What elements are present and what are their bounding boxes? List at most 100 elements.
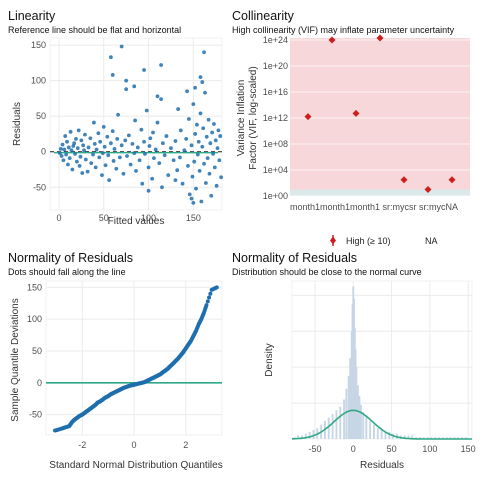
residual-point [103, 163, 108, 168]
legend-high-label: High (≥ 10) [346, 236, 390, 246]
residual-point [77, 164, 82, 168]
residual-point [106, 153, 111, 158]
residual-point [69, 148, 74, 153]
residual-point [217, 158, 222, 163]
legend-na-label: NA [425, 236, 438, 246]
x-tick-label: 100 [422, 444, 437, 454]
y-tick-label: -50 [33, 182, 46, 192]
residual-point [198, 75, 203, 79]
histogram-bar [441, 437, 444, 439]
residual-point [198, 111, 203, 116]
residual-point [189, 143, 194, 148]
residual-point [134, 169, 138, 173]
residual-point [200, 80, 205, 84]
residual-point [81, 143, 86, 148]
residual-point [147, 144, 152, 148]
histogram-bar [464, 437, 467, 439]
histogram-bar [297, 435, 300, 439]
residual-point [219, 175, 224, 180]
residual-point [148, 136, 153, 141]
linearity-ticks: 0 50 100 150 -50 0 50 100 150 [31, 40, 201, 223]
residual-point [216, 128, 221, 133]
residual-point [197, 169, 202, 173]
histogram-bar [384, 431, 387, 439]
linearity-points [57, 44, 224, 205]
residual-point [173, 178, 178, 183]
residual-point [159, 97, 163, 102]
residual-point [124, 87, 129, 92]
y-tick-label: 1e+24 [263, 35, 288, 45]
residual-point [110, 73, 115, 77]
residual-point [146, 165, 151, 170]
residual-point [105, 134, 110, 139]
residual-point [132, 84, 137, 89]
residual-point [193, 132, 198, 136]
residual-point [88, 136, 93, 141]
linearity-ylabel: Residuals [12, 102, 23, 146]
residual-point [100, 173, 104, 178]
residual-point [76, 128, 81, 133]
residual-point [57, 151, 62, 156]
histogram-bar [407, 435, 410, 439]
histogram-bar [426, 437, 429, 439]
y-tick-label: 1e+00 [263, 191, 288, 201]
residual-point [65, 139, 69, 144]
residual-point [166, 173, 171, 178]
residual-point [80, 171, 85, 175]
collinearity-legend: High (≥ 10) NA [330, 235, 438, 246]
histogram-bar [312, 430, 315, 439]
residual-point [178, 128, 183, 133]
y-tick-label: 1e+08 [263, 139, 288, 149]
residual-point [208, 141, 213, 146]
residual-point [196, 139, 201, 144]
residual-point [195, 122, 199, 127]
residual-point [214, 183, 219, 188]
residual-point [142, 68, 146, 72]
residual-point [173, 139, 178, 143]
histogram-bar [430, 437, 433, 439]
residual-point [140, 181, 145, 186]
vif-points [304, 34, 456, 193]
histogram-bar [411, 435, 414, 439]
residual-point [66, 145, 71, 150]
residual-point [101, 124, 106, 129]
residual-point [164, 134, 169, 138]
residual-point [63, 134, 68, 138]
y-tick-label: 150 [31, 40, 46, 50]
residual-point [212, 122, 216, 126]
x-tick-label: 100 [141, 213, 156, 223]
x-tick-label: 150 [461, 444, 476, 454]
qq-ticks: -2 0 2 -50 0 50 100 150 [27, 282, 188, 450]
histogram-bar [308, 431, 311, 439]
histogram-bar [388, 431, 391, 439]
histogram-bar [453, 437, 456, 439]
residual-point [109, 55, 113, 60]
qq-point [205, 299, 210, 304]
histogram-bar [358, 395, 361, 439]
residual-point [206, 117, 211, 122]
panel-density: Normality of Residuals Distribution shou… [232, 251, 476, 471]
vif-point [448, 176, 456, 184]
qq-point [204, 303, 209, 308]
residual-point [82, 148, 86, 153]
x-tick-label: -50 [308, 444, 321, 454]
collinearity-ylabel-line2: Factor (VIF, log-scaled) [248, 66, 259, 169]
residual-point [155, 94, 160, 99]
histogram-bar [449, 437, 452, 439]
y-tick-label: 1e+12 [263, 113, 288, 123]
residual-point [194, 186, 198, 191]
residual-point [114, 166, 119, 171]
x-tick-label: 0 [351, 444, 356, 454]
residual-point [207, 171, 212, 176]
residual-point [123, 138, 128, 143]
histogram-bar [339, 406, 342, 439]
residual-point [150, 176, 155, 181]
residual-point [85, 169, 90, 174]
vif-high-band [290, 38, 470, 190]
residual-point [182, 148, 187, 153]
normal-curve [292, 409, 472, 440]
residual-point [60, 142, 65, 147]
histogram-bar [359, 404, 362, 439]
residual-point [203, 90, 207, 95]
y-tick-label: 1e+20 [263, 61, 288, 71]
